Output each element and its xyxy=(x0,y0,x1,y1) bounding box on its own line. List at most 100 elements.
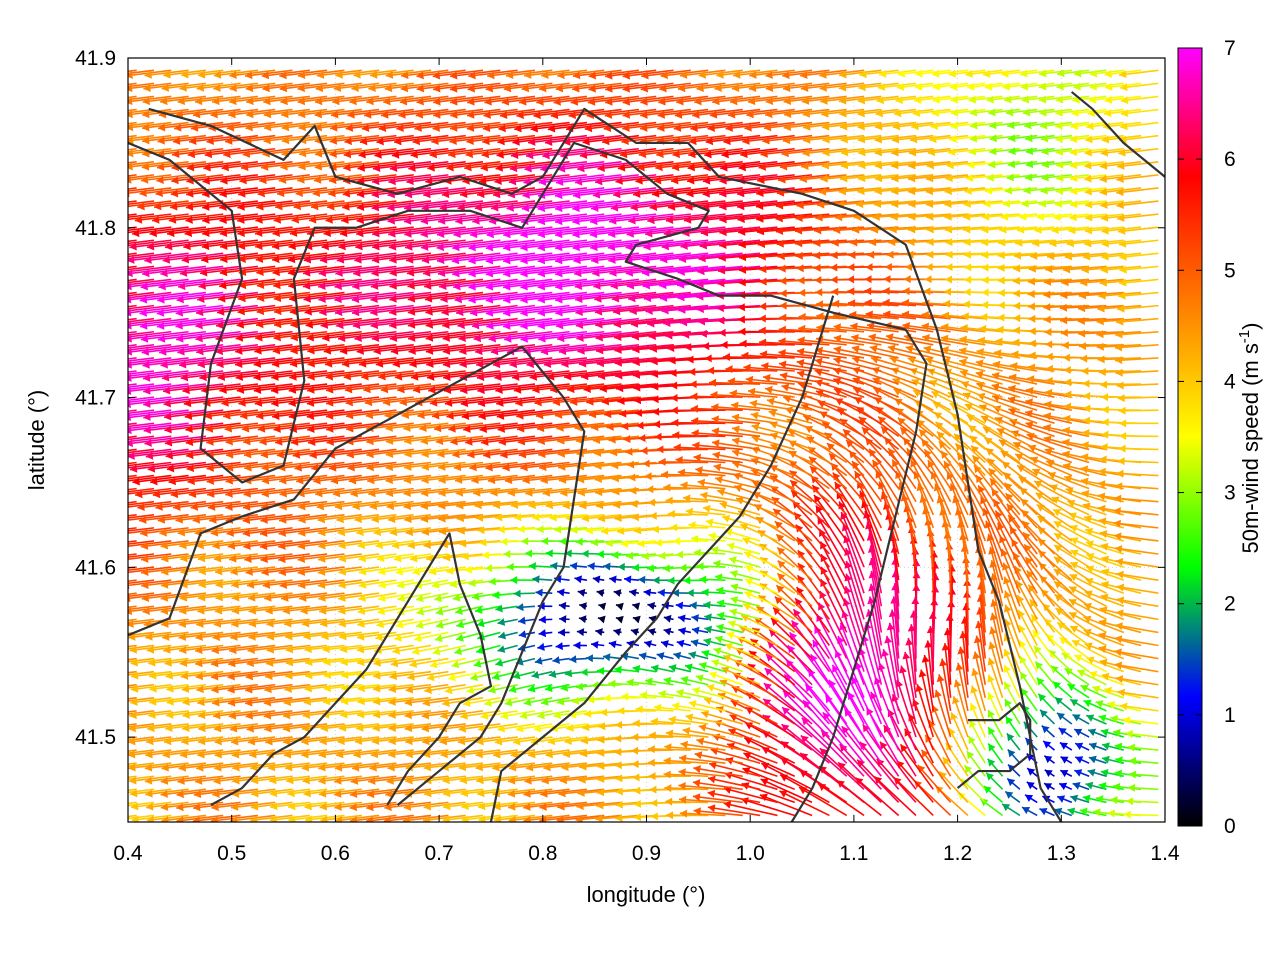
wind-vector xyxy=(701,649,726,660)
wind-vector xyxy=(283,697,328,707)
wind-vector xyxy=(614,665,639,674)
wind-vector xyxy=(303,697,345,706)
wind-vector xyxy=(575,537,605,546)
wind-vector xyxy=(451,657,484,669)
wind-vector xyxy=(518,630,536,639)
wind-vector xyxy=(195,670,241,681)
wind-vector xyxy=(508,814,553,822)
wind-vector xyxy=(713,647,744,660)
wind-vector xyxy=(170,487,224,499)
wind-vector xyxy=(405,775,449,785)
wind-vector xyxy=(865,609,883,672)
wind-vector xyxy=(1100,728,1124,738)
wind-vector xyxy=(128,644,137,648)
wind-vector xyxy=(665,496,709,505)
wind-vector xyxy=(1019,655,1038,686)
wind-vector xyxy=(688,700,726,712)
wind-vector xyxy=(710,546,743,555)
wind-vector xyxy=(415,618,449,629)
wind-vector xyxy=(227,540,276,550)
x-tick-label: 0.5 xyxy=(217,842,246,865)
wind-vector xyxy=(1058,727,1073,738)
wind-vector xyxy=(1070,537,1107,555)
wind-vector xyxy=(941,643,952,698)
wind-vector xyxy=(1054,696,1073,712)
wind-vector xyxy=(523,814,570,822)
wind-vector xyxy=(322,644,362,654)
wind-vector xyxy=(476,618,501,628)
wind-vector xyxy=(617,706,657,715)
wind-vector xyxy=(338,553,380,563)
wind-vector xyxy=(1068,598,1107,621)
wind-vector xyxy=(688,521,726,530)
wind-vector xyxy=(638,652,657,661)
wind-vector xyxy=(598,602,607,611)
wind-vector xyxy=(1114,545,1159,555)
wind-vector xyxy=(389,670,432,681)
wind-vector xyxy=(667,509,709,518)
wind-vector xyxy=(987,743,1004,764)
wind-vector xyxy=(704,613,726,622)
wind-vector xyxy=(1050,665,1073,686)
wind-vector xyxy=(318,605,362,615)
wind-vector xyxy=(970,685,986,725)
wind-vector xyxy=(1037,526,1073,555)
wind-vector xyxy=(728,556,761,568)
wind-vector xyxy=(972,651,987,698)
wind-vector xyxy=(377,605,414,616)
wind-vector xyxy=(708,532,743,542)
wind-vector xyxy=(130,657,172,667)
wind-vector xyxy=(983,785,1004,803)
wind-vector xyxy=(250,775,293,785)
wind-vector xyxy=(212,697,258,707)
wind-vector xyxy=(128,474,155,480)
wind-vector xyxy=(512,670,536,680)
wind-vector xyxy=(484,697,518,707)
wind-vector xyxy=(402,814,449,822)
wind-vector xyxy=(555,642,570,651)
wind-vector xyxy=(358,592,397,602)
wind-vector xyxy=(517,525,553,534)
wind-vector xyxy=(750,468,796,490)
wind-vector xyxy=(632,602,641,611)
wind-vector xyxy=(650,717,691,726)
x-tick-label: 0.8 xyxy=(528,842,557,865)
wind-vector xyxy=(1059,741,1073,751)
wind-vector xyxy=(128,553,155,558)
wind-vector xyxy=(711,659,744,673)
wind-vector xyxy=(871,459,900,503)
wind-vector xyxy=(988,641,1004,685)
wind-vector xyxy=(574,575,588,584)
wind-vector xyxy=(304,683,345,693)
wind-vector xyxy=(263,697,310,707)
wind-vector xyxy=(729,608,761,621)
wind-vector xyxy=(357,605,397,615)
wind-vector xyxy=(682,727,726,738)
wind-vector xyxy=(722,514,761,529)
wind-vector xyxy=(297,553,345,563)
wind-vector xyxy=(743,752,796,777)
wind-vector xyxy=(1026,767,1038,777)
wind-vector xyxy=(883,724,917,777)
wind-vector xyxy=(693,548,726,557)
wind-vector xyxy=(643,588,657,597)
wind-vector xyxy=(1053,556,1090,581)
wind-vector xyxy=(378,592,414,603)
wind-vector xyxy=(265,657,310,667)
wind-vector xyxy=(128,500,172,508)
wind-vector xyxy=(1074,742,1090,751)
wind-vector xyxy=(694,751,743,764)
colorbar-title-sup: -1 xyxy=(1236,330,1253,343)
wind-vector xyxy=(128,657,155,663)
wind-vector xyxy=(213,553,258,563)
wind-vector xyxy=(421,710,466,720)
wind-vector xyxy=(695,466,743,477)
wind-vector xyxy=(989,626,1004,672)
wind-vector xyxy=(957,646,969,698)
wind-vector xyxy=(128,762,137,766)
wind-vector xyxy=(305,657,345,667)
wind-vector xyxy=(230,801,276,811)
wind-vector xyxy=(190,500,241,511)
wind-vector xyxy=(666,811,709,820)
wind-vector xyxy=(744,565,778,581)
